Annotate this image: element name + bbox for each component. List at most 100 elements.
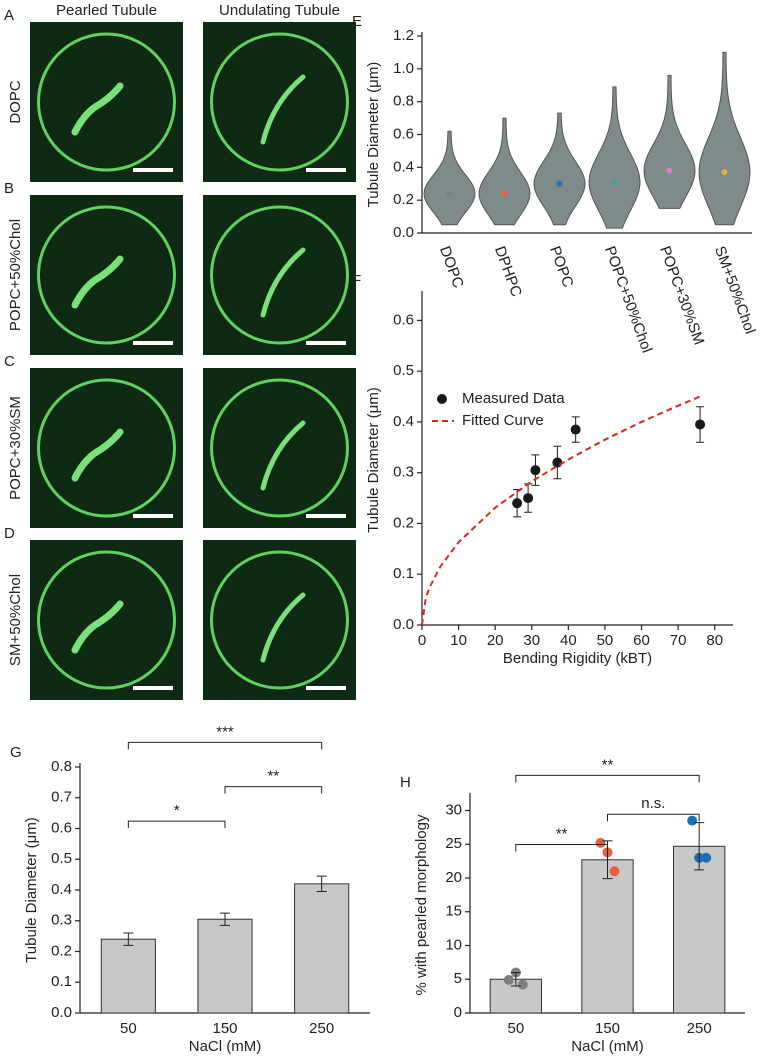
- vesicle: [210, 550, 349, 690]
- y-tick-label: 0.5: [51, 850, 72, 867]
- tubule: [260, 247, 306, 318]
- panel-letter: B: [4, 180, 14, 197]
- x-tick-label: 70: [670, 632, 687, 649]
- y-tick-label: 0.2: [51, 942, 72, 959]
- x-axis-label: NaCl (mM): [571, 1038, 644, 1055]
- data-point: [523, 493, 534, 504]
- x-tick-label: SM+50%Chol: [711, 244, 758, 336]
- y-tick-label: 0.6: [393, 125, 414, 142]
- x-tick-label: POPC: [546, 244, 577, 290]
- violin: [698, 51, 751, 226]
- y-tick-label: 1.2: [393, 27, 414, 44]
- vesicle: [210, 205, 349, 345]
- y-tick-label: 10: [445, 936, 462, 953]
- x-tick-label: 60: [633, 632, 650, 649]
- y-tick-label: 0.3: [393, 464, 414, 481]
- panel-letter: E: [352, 13, 362, 30]
- y-tick-label: 0.0: [393, 224, 414, 241]
- x-axis-label: NaCl (mM): [189, 1038, 262, 1055]
- y-tick-label: 0.0: [393, 616, 414, 633]
- error-bar: [220, 912, 230, 926]
- significance-label: **: [602, 756, 614, 773]
- y-tick-label: 0.2: [393, 514, 414, 531]
- violin: [478, 117, 531, 226]
- y-tick-label: 15: [445, 903, 462, 920]
- error-bar: [316, 875, 327, 893]
- x-tick-label: 10: [450, 632, 467, 649]
- bar: [100, 938, 156, 1014]
- row-label: POPC+50%Chol: [7, 219, 24, 331]
- error-bar: [510, 972, 521, 987]
- significance-bracket: [127, 741, 323, 750]
- tubule: [71, 428, 124, 482]
- vesicle: [37, 550, 176, 690]
- y-tick-label: 0.2: [393, 191, 414, 208]
- x-tick-label: POPC+50%Chol: [601, 244, 655, 355]
- violin: [588, 86, 641, 229]
- significance-bracket: [224, 786, 323, 794]
- y-tick-label: 0: [454, 1004, 462, 1021]
- data-point: [687, 815, 698, 826]
- x-tick-label: 50: [120, 1020, 137, 1037]
- median-dot: [501, 190, 508, 197]
- median-dot: [721, 169, 728, 176]
- column-title: Undulating Tubule: [219, 2, 340, 19]
- vesicle: [37, 32, 176, 172]
- data-point: [609, 866, 620, 877]
- data-point: [595, 837, 606, 848]
- y-tick-label: 0.4: [51, 881, 72, 898]
- median-dot: [446, 190, 453, 197]
- y-tick-label: 0.0: [51, 1004, 72, 1021]
- significance-bracket: [515, 774, 700, 783]
- y-tick-label: 0.8: [393, 93, 414, 110]
- tubule: [71, 82, 124, 136]
- bar: [294, 883, 350, 1014]
- y-tick-label: 1.0: [393, 60, 414, 77]
- significance-label: n.s.: [641, 795, 665, 812]
- data-point: [701, 852, 712, 863]
- y-tick-label: 0.8: [51, 758, 72, 775]
- x-tick-label: 250: [687, 1020, 712, 1037]
- bar: [197, 918, 253, 1014]
- y-tick-label: 0.1: [51, 973, 72, 990]
- significance-bracket: [127, 820, 226, 829]
- column-title: Pearled Tubule: [56, 2, 157, 19]
- x-tick-label: 150: [212, 1020, 237, 1037]
- median-dot: [611, 179, 618, 186]
- violin: [643, 74, 696, 209]
- violin: [533, 112, 586, 226]
- tubule: [260, 74, 306, 145]
- error-bar: [123, 932, 134, 946]
- x-tick-label: 30: [523, 632, 540, 649]
- y-tick-label: 5: [454, 970, 462, 987]
- data-point: [530, 465, 541, 476]
- vesicle: [37, 205, 176, 345]
- error-bar: [694, 822, 705, 871]
- significance-label: **: [267, 768, 279, 785]
- y-tick-label: 0.4: [393, 158, 414, 175]
- x-tick-label: POPC+30%SM: [656, 244, 707, 347]
- vesicle: [210, 378, 349, 518]
- vesicle: [37, 378, 176, 518]
- y-tick-label: 0.4: [393, 413, 414, 430]
- x-tick-label: 150: [595, 1020, 620, 1037]
- vesicle: [210, 32, 349, 172]
- significance-label: *: [174, 802, 180, 819]
- x-tick-label: DPHPC: [491, 244, 525, 299]
- data-point: [552, 457, 563, 468]
- data-point: [503, 974, 514, 985]
- x-axis-label: Bending Rigidity (kBT): [503, 650, 652, 667]
- y-axis-label: % with pearled morphology: [413, 814, 430, 995]
- significance-label: ***: [216, 723, 234, 740]
- y-tick-label: 30: [445, 801, 462, 818]
- row-label: DOPC: [7, 80, 24, 124]
- row-label: SM+50%Chol: [7, 574, 24, 666]
- panel-letter: F: [352, 272, 361, 289]
- x-tick-label: 50: [597, 632, 614, 649]
- y-axis-label: Tubule Diameter (μm): [23, 817, 40, 963]
- tubule: [260, 420, 306, 491]
- y-tick-label: 0.6: [51, 819, 72, 836]
- y-tick-label: 0.1: [393, 565, 414, 582]
- y-tick-label: 0.7: [51, 789, 72, 806]
- data-point: [512, 498, 523, 509]
